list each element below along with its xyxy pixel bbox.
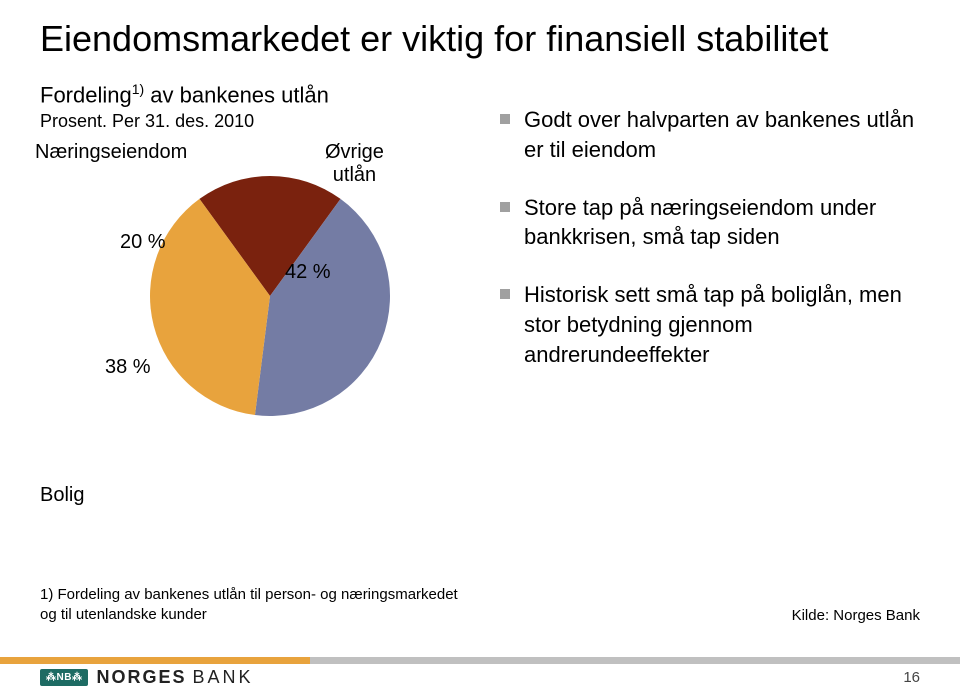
footnote: 1) Fordeling av bankenes utlån til perso… [40,585,458,624]
footnote-line: 1) Fordeling av bankenes utlån til perso… [40,585,458,605]
bullet-text: Godt over halvparten av bankenes utlån e… [524,105,920,164]
left-column: Fordeling1) av bankenes utlån Prosent. P… [40,81,470,507]
logo-badge-icon: ⁂NB⁂ [40,669,88,686]
subtitle-superscript: 1) [132,81,144,97]
source-label: Kilde: Norges Bank [792,607,920,624]
bullet-marker-icon [500,114,510,124]
chart-subtitle-sub: Prosent. Per 31. des. 2010 [40,111,470,132]
bullet-list: Godt over halvparten av bankenes utlån e… [500,105,920,369]
bullet-item: Store tap på næringseiendom under bankkr… [500,193,920,252]
footer-bar-grey [310,657,960,664]
right-column: Godt over halvparten av bankenes utlån e… [500,81,920,507]
pie-value-label: 20 % [120,231,166,254]
pie-category-label: Øvrigeutlån [325,141,384,187]
pie-category-label: Næringseiendom [35,141,187,164]
bullet-text: Historisk sett små tap på boliglån, men … [524,280,920,369]
logo: ⁂NB⁂ NORGES BANK [40,666,254,688]
page-number: 16 [903,669,920,686]
bullet-item: Historisk sett små tap på boliglån, men … [500,280,920,369]
pie-chart: Næringseiendom20 %Øvrigeutlån42 %38 % [40,136,470,476]
pie-label-bolig-legend: Bolig [40,484,470,507]
bullet-marker-icon [500,289,510,299]
pie-svg [150,176,390,416]
subtitle-rest: av bankenes utlån [144,83,329,108]
page-title: Eiendomsmarkedet er viktig for finansiel… [40,18,920,59]
logo-text-thin: BANK [192,667,253,687]
pie-value-label: 42 % [285,261,331,284]
footnote-line: og til utenlandske kunder [40,605,458,625]
logo-text: NORGES BANK [96,667,253,688]
chart-subtitle: Fordeling1) av bankenes utlån [40,81,470,109]
bullet-text: Store tap på næringseiendom under bankkr… [524,193,920,252]
content-row: Fordeling1) av bankenes utlån Prosent. P… [40,81,920,507]
bullet-item: Godt over halvparten av bankenes utlån e… [500,105,920,164]
pie-value-label: 38 % [105,356,151,379]
footer-bar [0,657,960,664]
subtitle-main: Fordeling [40,83,132,108]
logo-text-strong: NORGES [96,667,186,687]
slide-root: Eiendomsmarkedet er viktig for finansiel… [0,0,960,692]
bullet-marker-icon [500,202,510,212]
footer-bar-accent [0,657,310,664]
